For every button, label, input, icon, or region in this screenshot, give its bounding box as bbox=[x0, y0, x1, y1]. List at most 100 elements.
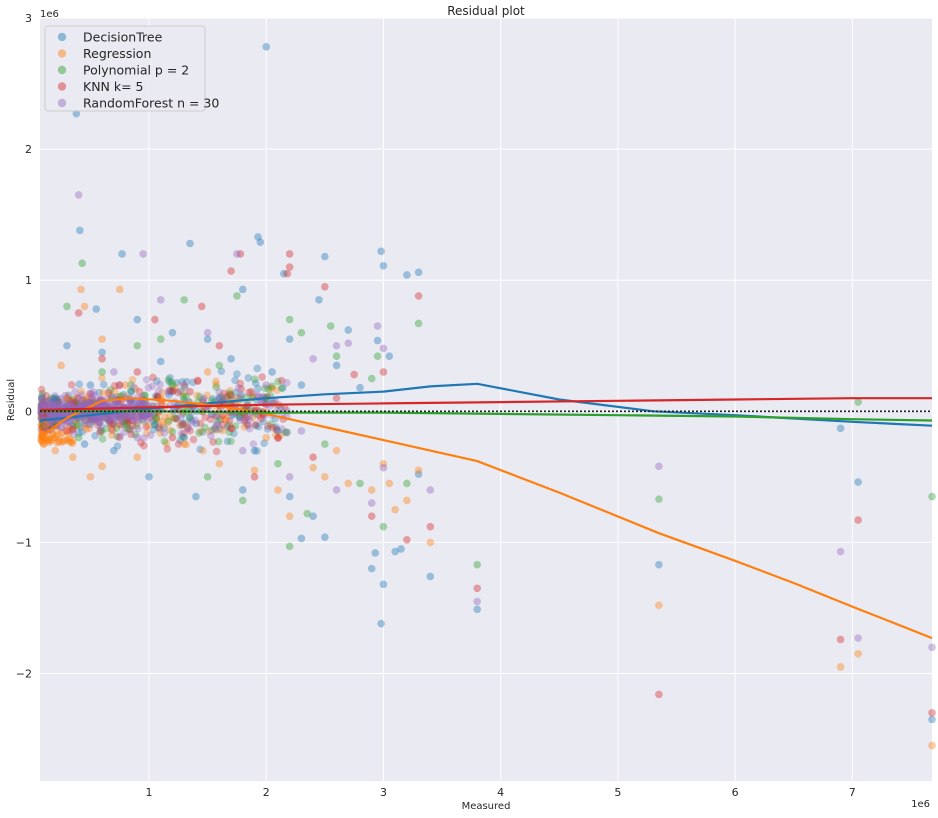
scatter-point bbox=[367, 486, 376, 494]
cloud-point bbox=[101, 400, 110, 409]
cloud-point bbox=[155, 424, 164, 433]
cloud-point bbox=[194, 377, 202, 386]
cloud-point bbox=[242, 413, 251, 422]
cloud-point bbox=[272, 423, 280, 431]
cloud-point bbox=[183, 425, 192, 433]
cloud-point bbox=[205, 427, 214, 436]
cloud-point bbox=[128, 421, 137, 430]
cloud-point bbox=[185, 413, 194, 422]
scatter-point bbox=[285, 263, 294, 271]
cloud-point bbox=[269, 423, 277, 432]
cloud-point bbox=[231, 388, 240, 397]
cloud-point bbox=[53, 395, 62, 404]
legend-marker bbox=[57, 65, 67, 75]
cloud-point bbox=[65, 417, 74, 426]
cloud-point bbox=[236, 379, 245, 388]
scatter-point bbox=[262, 381, 271, 389]
cloud-point bbox=[119, 390, 128, 399]
cloud-point bbox=[52, 398, 61, 406]
cloud-point bbox=[44, 435, 53, 443]
cloud-point bbox=[103, 414, 112, 423]
cloud-point bbox=[80, 416, 89, 425]
cloud-point bbox=[63, 394, 71, 402]
cloud-point bbox=[105, 415, 114, 424]
cloud-point bbox=[130, 412, 138, 421]
cloud-point bbox=[206, 415, 215, 424]
scatter-point bbox=[233, 292, 241, 300]
scatter-point bbox=[180, 433, 188, 442]
cloud-point bbox=[153, 417, 162, 425]
cloud-point bbox=[158, 388, 167, 397]
cloud-point bbox=[182, 392, 190, 401]
x-tick-label: 4 bbox=[497, 786, 504, 799]
cloud-point bbox=[122, 413, 130, 422]
cloud-point bbox=[95, 388, 103, 397]
scatter-point bbox=[203, 328, 212, 337]
cloud-point bbox=[48, 419, 57, 427]
cloud-point bbox=[54, 398, 62, 407]
scatter-point bbox=[215, 394, 224, 402]
cloud-point bbox=[137, 438, 145, 447]
scatter-point bbox=[63, 302, 71, 311]
scatter-point bbox=[285, 315, 294, 324]
cloud-point bbox=[131, 430, 140, 439]
cloud-point bbox=[172, 414, 181, 423]
cloud-point bbox=[37, 413, 45, 421]
cloud-point bbox=[111, 387, 119, 395]
cloud-point bbox=[109, 419, 117, 427]
cloud-point bbox=[240, 416, 249, 425]
cloud-point bbox=[193, 391, 201, 400]
cloud-point bbox=[37, 400, 46, 408]
cloud-point bbox=[66, 398, 74, 407]
cloud-point bbox=[65, 437, 74, 446]
cloud-point bbox=[41, 424, 50, 433]
cloud-point bbox=[75, 380, 84, 388]
cloud-point bbox=[136, 399, 145, 408]
scatter-point bbox=[655, 601, 663, 610]
cloud-point bbox=[225, 417, 234, 425]
cloud-point bbox=[230, 429, 238, 438]
cloud-point bbox=[240, 415, 249, 424]
cloud-point bbox=[64, 391, 73, 400]
y-tick-label: 1 bbox=[25, 274, 32, 287]
cloud-point bbox=[115, 381, 124, 390]
cloud-point bbox=[90, 391, 99, 400]
y-tick-label: 3 bbox=[25, 12, 32, 25]
x-tick-label: 2 bbox=[263, 786, 270, 799]
cloud-point bbox=[135, 412, 144, 420]
cloud-point bbox=[263, 425, 272, 433]
cloud-point bbox=[41, 423, 49, 432]
cloud-point bbox=[57, 423, 65, 432]
cloud-point bbox=[67, 381, 76, 389]
cloud-point bbox=[37, 411, 46, 419]
cloud-point bbox=[116, 413, 124, 422]
scatter-point bbox=[98, 462, 106, 471]
cloud-point bbox=[192, 419, 201, 428]
cloud-point bbox=[227, 411, 236, 420]
cloud-point bbox=[165, 387, 174, 396]
cloud-point bbox=[45, 397, 53, 406]
cloud-point bbox=[180, 419, 189, 428]
scatter-point bbox=[414, 292, 423, 300]
cloud-point bbox=[180, 381, 188, 390]
cloud-point bbox=[123, 410, 132, 419]
cloud-point bbox=[113, 442, 122, 450]
cloud-point bbox=[165, 386, 174, 394]
cloud-point bbox=[46, 399, 55, 408]
cloud-point bbox=[264, 384, 273, 393]
scatter-point bbox=[332, 352, 341, 361]
cloud-point bbox=[196, 445, 205, 454]
scatter-point bbox=[274, 433, 282, 442]
cloud-point bbox=[39, 411, 48, 419]
cloud-point bbox=[236, 413, 244, 422]
cloud-point bbox=[163, 445, 172, 453]
scatter-point bbox=[156, 357, 165, 366]
cloud-point bbox=[135, 387, 144, 396]
cloud-point bbox=[39, 399, 48, 407]
cloud-point bbox=[40, 400, 49, 408]
cloud-point bbox=[219, 411, 228, 420]
scatter-point bbox=[98, 355, 106, 363]
cloud-point bbox=[77, 391, 86, 399]
legend-marker bbox=[57, 49, 67, 58]
cloud-point bbox=[140, 391, 149, 400]
